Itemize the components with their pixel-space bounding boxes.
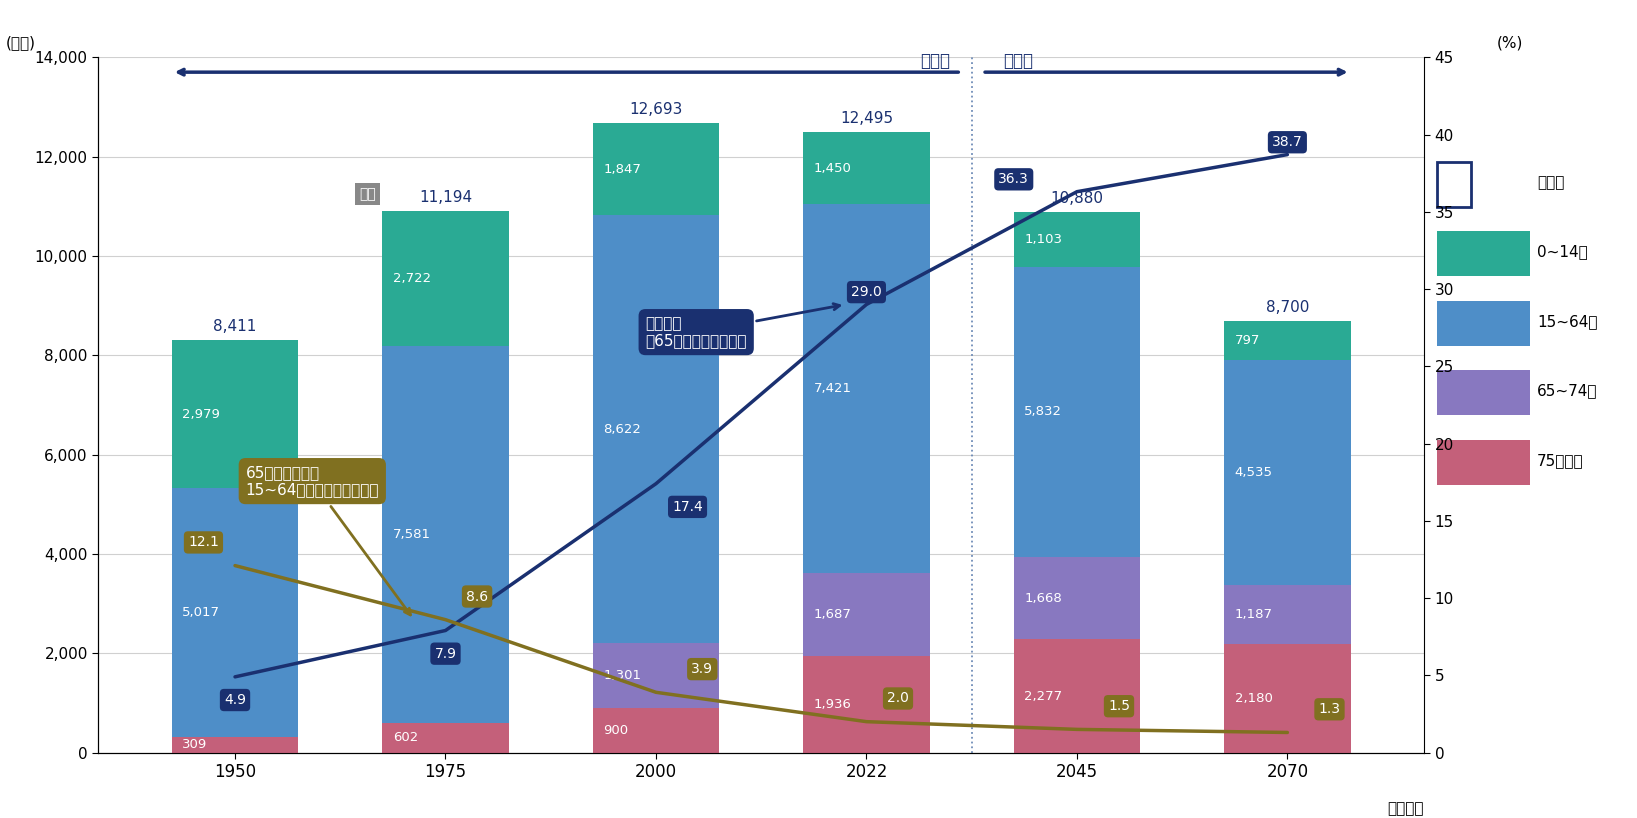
Text: 1,187: 1,187 bbox=[1234, 609, 1272, 622]
Text: 29.0: 29.0 bbox=[851, 285, 882, 299]
Text: 65~74歳: 65~74歳 bbox=[1537, 384, 1598, 398]
FancyBboxPatch shape bbox=[1437, 231, 1531, 276]
Text: 3.9: 3.9 bbox=[691, 662, 714, 676]
FancyBboxPatch shape bbox=[1437, 440, 1531, 485]
Text: 1,668: 1,668 bbox=[1025, 591, 1062, 605]
Bar bbox=[593, 124, 719, 215]
Text: 2.0: 2.0 bbox=[887, 691, 909, 705]
Bar bbox=[383, 211, 509, 346]
Text: 900: 900 bbox=[604, 724, 629, 737]
Text: 12.1: 12.1 bbox=[188, 536, 219, 550]
Text: 17.4: 17.4 bbox=[673, 500, 702, 514]
Bar bbox=[593, 643, 719, 708]
Bar bbox=[1224, 321, 1351, 360]
Bar bbox=[1224, 586, 1351, 645]
Text: 総人口: 総人口 bbox=[1537, 175, 1565, 190]
Text: （年度）: （年度） bbox=[1388, 802, 1424, 816]
Bar bbox=[1013, 267, 1139, 556]
Text: 8,411: 8,411 bbox=[213, 319, 257, 334]
FancyBboxPatch shape bbox=[1437, 301, 1531, 346]
Text: 1,847: 1,847 bbox=[604, 163, 642, 176]
Text: (万人): (万人) bbox=[5, 35, 36, 51]
Text: 8,700: 8,700 bbox=[1265, 299, 1310, 315]
Text: 不祥: 不祥 bbox=[359, 187, 377, 201]
Text: 5,832: 5,832 bbox=[1025, 405, 1062, 418]
Text: 2,277: 2,277 bbox=[1025, 690, 1062, 703]
Bar bbox=[1013, 556, 1139, 640]
Bar bbox=[593, 215, 719, 643]
Bar bbox=[383, 722, 509, 753]
Text: 12,693: 12,693 bbox=[629, 102, 683, 117]
Text: 4,535: 4,535 bbox=[1234, 466, 1272, 479]
Text: 38.7: 38.7 bbox=[1272, 135, 1303, 149]
Bar bbox=[1224, 645, 1351, 753]
Text: 7,581: 7,581 bbox=[393, 528, 431, 541]
Text: 高齢化率
（65歳以上人口割合）: 高齢化率 （65歳以上人口割合） bbox=[645, 303, 840, 348]
Text: 1,103: 1,103 bbox=[1025, 233, 1062, 246]
Text: 2,180: 2,180 bbox=[1234, 692, 1272, 705]
Text: 36.3: 36.3 bbox=[999, 173, 1030, 187]
Text: 7.9: 7.9 bbox=[434, 647, 457, 661]
Bar bbox=[593, 708, 719, 753]
Text: 7,421: 7,421 bbox=[814, 382, 851, 395]
Bar bbox=[804, 204, 930, 573]
Bar bbox=[1224, 360, 1351, 586]
Text: 12,495: 12,495 bbox=[840, 111, 894, 126]
Text: 1,936: 1,936 bbox=[814, 698, 851, 711]
Text: 0~14歳: 0~14歳 bbox=[1537, 245, 1588, 259]
Bar bbox=[804, 656, 930, 753]
Text: 実績値: 実績値 bbox=[920, 52, 951, 70]
Text: 1,687: 1,687 bbox=[814, 608, 851, 621]
Text: 推計値: 推計値 bbox=[1003, 52, 1033, 70]
Bar bbox=[804, 132, 930, 204]
Text: 65歳以上人口を
15~64歳人口で支える割合: 65歳以上人口を 15~64歳人口で支える割合 bbox=[246, 465, 411, 615]
Text: 1.3: 1.3 bbox=[1318, 703, 1341, 717]
Bar bbox=[172, 488, 298, 737]
Text: 11,194: 11,194 bbox=[419, 190, 471, 205]
Text: 4.9: 4.9 bbox=[224, 693, 246, 707]
Text: 1.5: 1.5 bbox=[1108, 699, 1130, 713]
Text: 10,880: 10,880 bbox=[1051, 191, 1103, 206]
Text: 8.6: 8.6 bbox=[467, 590, 488, 604]
Text: 8,622: 8,622 bbox=[604, 423, 642, 436]
Text: (%): (%) bbox=[1498, 35, 1524, 51]
Bar bbox=[1013, 212, 1139, 267]
Text: 1,450: 1,450 bbox=[814, 162, 851, 174]
Text: 602: 602 bbox=[393, 731, 417, 744]
Text: 797: 797 bbox=[1234, 334, 1260, 347]
Text: 2,979: 2,979 bbox=[182, 407, 221, 420]
Text: 15~64歳: 15~64歳 bbox=[1537, 314, 1598, 329]
Text: 309: 309 bbox=[182, 739, 208, 752]
Text: 1,301: 1,301 bbox=[604, 669, 642, 682]
Bar bbox=[383, 346, 509, 722]
FancyBboxPatch shape bbox=[1437, 162, 1470, 207]
FancyBboxPatch shape bbox=[1437, 371, 1531, 416]
Bar bbox=[172, 340, 298, 488]
Bar bbox=[172, 737, 298, 753]
Text: 75歳以上: 75歳以上 bbox=[1537, 453, 1583, 468]
Bar bbox=[1013, 640, 1139, 753]
Text: 5,017: 5,017 bbox=[182, 606, 221, 619]
Bar bbox=[804, 573, 930, 656]
Text: 2,722: 2,722 bbox=[393, 272, 431, 285]
